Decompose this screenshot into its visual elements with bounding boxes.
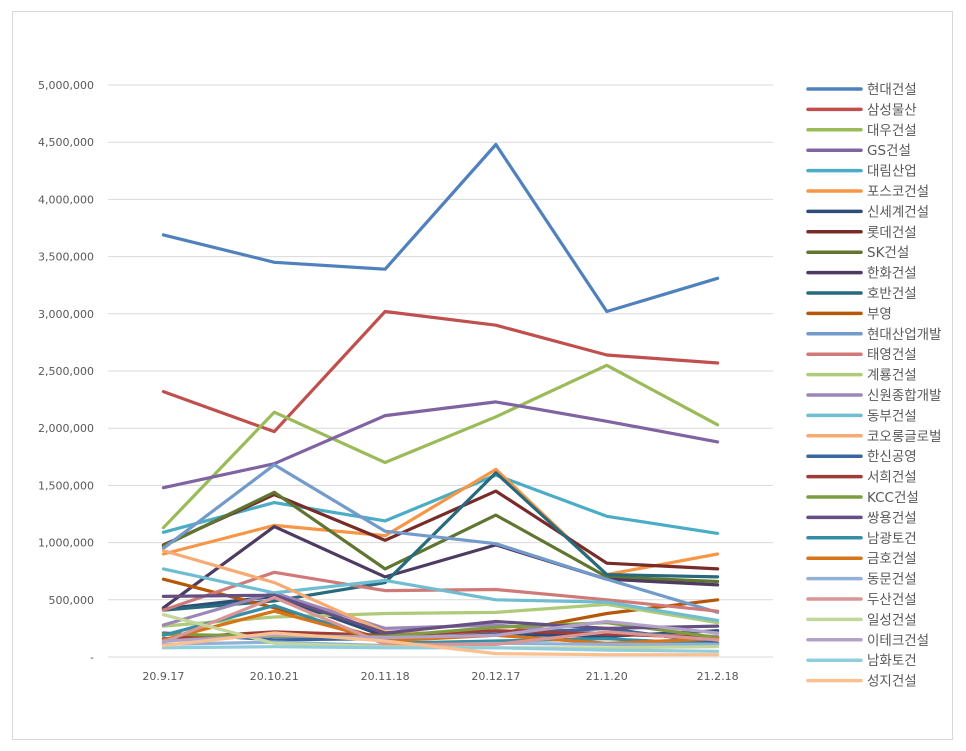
legend-label: 포스코건설: [867, 184, 929, 200]
legend-label: 현대건설: [867, 82, 917, 98]
x-tick-label: 21.2.18: [697, 670, 739, 683]
series-line-15: [161, 602, 720, 628]
y-tick-label: 2,500,000: [38, 365, 94, 378]
series-line-1: [161, 142, 720, 314]
series-line-10: [161, 524, 720, 610]
series-line-2: [161, 309, 720, 434]
y-tick-label: 5,000,000: [38, 79, 94, 92]
legend-label: 한화건설: [867, 266, 917, 282]
series-line-9: [161, 490, 720, 584]
x-tick-label: 20.9.17: [142, 670, 184, 683]
legend-label: 태영건설: [867, 347, 917, 363]
series-line-13: [161, 463, 720, 615]
legend-label: 남광토건: [867, 531, 917, 547]
legend-label: GS건설: [867, 143, 911, 159]
y-tick-label: 4,500,000: [38, 136, 94, 149]
legend-label: 신세계건설: [867, 204, 929, 220]
y-tick-label: 500,000: [49, 594, 95, 607]
y-tick-label: 1,000,000: [38, 537, 94, 550]
series-line-26: [161, 595, 720, 647]
legend-label: 쌍용건설: [867, 510, 917, 526]
series-line-23: [161, 603, 720, 647]
y-tick-label: 3,500,000: [38, 251, 94, 264]
legend-label: 신원종합개발: [867, 388, 942, 404]
series-lines: [161, 142, 720, 657]
series-line-24: [161, 609, 720, 645]
series-line-3: [161, 363, 720, 530]
legend-label: 서희건설: [867, 470, 917, 486]
legend-label: 현대산업개발: [867, 327, 942, 343]
legend-label: 삼성물산: [867, 102, 917, 118]
y-tick-label: 3,000,000: [38, 308, 94, 321]
gridlines: [108, 84, 773, 658]
legend-label: 금호건설: [867, 551, 917, 567]
series-line-22: [161, 593, 720, 635]
legend-label: 두산건설: [867, 592, 917, 608]
y-tick-label: -: [90, 651, 94, 664]
series-line-30: [161, 631, 720, 657]
legend-label: 대림산업: [867, 164, 917, 180]
y-axis-ticks: - 500,000 1,000,000 1,500,000 2,000,000 2,500…: [38, 79, 94, 664]
legend-label: 코오롱글로벌: [867, 429, 942, 445]
legend-label: 부영: [867, 306, 892, 322]
x-tick-label: 20.10.21: [250, 670, 299, 683]
x-tick-label: 21.1.20: [586, 670, 628, 683]
legend-label: 롯데건설: [867, 225, 917, 241]
y-tick-label: 1,500,000: [38, 479, 94, 492]
legend-label: 호반건설: [867, 286, 917, 302]
series-line-4: [161, 400, 720, 490]
legend-label: KCC건설: [867, 490, 919, 506]
y-tick-label: 4,000,000: [38, 193, 94, 206]
legend-label: 성지건설: [867, 674, 917, 690]
series-line-6: [161, 467, 720, 577]
legend-label: 한신공영: [867, 449, 917, 465]
y-tick-label: 2,000,000: [38, 422, 94, 435]
x-tick-label: 20.11.18: [361, 670, 410, 683]
legend-label: SK건설: [867, 245, 909, 261]
legend-label: 이테크건설: [867, 633, 929, 649]
legend-label: 동부건설: [867, 408, 917, 424]
legend-label: 대우건설: [867, 123, 917, 139]
series-line-17: [161, 567, 720, 623]
x-tick-label: 20.12.17: [471, 670, 520, 683]
x-axis-ticks: 20.9.17 20.10.21 20.11.18 20.12.17 21.1.20 21…: [142, 670, 738, 683]
series-line-5: [161, 473, 720, 536]
chart-frame: [12, 11, 953, 740]
legend-label: 계룡건설: [867, 368, 917, 384]
legend-label: 일성건설: [867, 612, 917, 628]
legend-label: 남화토건: [867, 653, 917, 669]
legend-label: 동문건설: [867, 572, 917, 588]
